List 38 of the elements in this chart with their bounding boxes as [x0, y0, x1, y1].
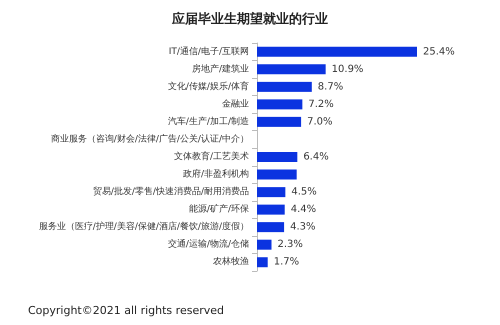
bar [257, 152, 298, 162]
data-label: 7.2% [308, 98, 334, 110]
y-tick-label: 交通/运输/物流/仓储 [168, 238, 249, 250]
y-tick-label: 贸易/批发/零售/快速消费品/耐用消费品 [92, 186, 249, 198]
y-tick-label: 房地产/建筑业 [192, 63, 249, 74]
data-label: 4.5% [291, 186, 317, 198]
bar [257, 170, 297, 180]
data-label: 8.7% [318, 81, 344, 92]
bar [257, 116, 302, 127]
bar [257, 187, 286, 198]
data-label: 25.4% [423, 46, 455, 58]
data-label: 6.4% [303, 152, 329, 162]
bar [257, 222, 284, 232]
data-label: 10.9% [332, 64, 364, 75]
chart-title: 应届毕业生期望就业的行业 [171, 11, 328, 27]
bar [257, 46, 417, 57]
data-label: 7.0% [307, 116, 332, 128]
bar [257, 99, 302, 110]
data-label: 4.4% [290, 204, 316, 216]
bar [257, 204, 285, 215]
y-tick-label: 文体教育/工艺美术 [174, 151, 249, 162]
y-tick-label: 金融业 [222, 98, 249, 110]
y-tick-label: IT/通信/电子/互联网 [168, 46, 249, 57]
data-label: 1.7% [274, 256, 300, 268]
y-tick-label: 政府/非盈利机构 [182, 168, 249, 180]
bar [257, 64, 326, 74]
bar [257, 82, 312, 92]
y-tick-label: 商业服务（咨询/财会/法律/广告/公关/认证/中介） [50, 133, 249, 144]
data-label: 2.3% [277, 239, 303, 250]
y-tick-label: 能源/矿产/环保 [188, 204, 249, 215]
y-tick-label: 汽车/生产/加工/制造 [168, 116, 249, 127]
data-label: 4.3% [290, 222, 316, 233]
bar [257, 240, 272, 250]
text: Copyright©2021 all rights reserved [28, 304, 224, 317]
y-tick-label: 文化/传媒/娱乐/体育 [168, 80, 249, 92]
y-tick-label: 农林牧渔 [213, 256, 249, 268]
bar [257, 257, 268, 268]
y-tick-label: 服务业（医疗/护理/美容/保健/酒店/餐饮/旅游/度假） [38, 221, 249, 232]
